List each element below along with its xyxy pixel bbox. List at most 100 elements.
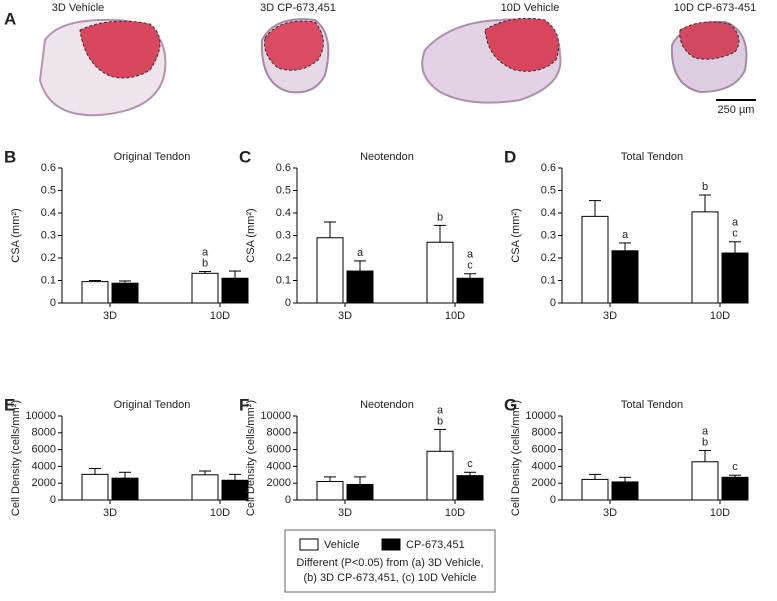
x-tick-label: 10D — [445, 507, 465, 519]
legend-note: (b) 3D CP-673,451, (c) 10D Vehicle — [303, 572, 476, 584]
chart-title: Neotendon — [360, 151, 414, 163]
bar — [611, 481, 639, 501]
y-tick-label: 4000 — [267, 460, 291, 472]
y-tick-label: 2000 — [32, 477, 56, 489]
panel-letter: E — [4, 395, 15, 414]
significance-label: b — [202, 257, 208, 269]
significance-label: b — [702, 436, 708, 448]
y-tick-label: 0.2 — [541, 252, 556, 264]
image-label: 10D CP-673-451 — [674, 2, 757, 14]
bar — [691, 211, 719, 304]
y-tick-label: 0.5 — [41, 184, 56, 196]
y-tick-label: 10000 — [260, 410, 291, 422]
significance-label: b — [437, 211, 443, 223]
significance-label: c — [732, 228, 738, 240]
y-tick-label: 0.3 — [541, 229, 556, 241]
y-tick-label: 0.3 — [41, 229, 56, 241]
y-tick-label: 0.2 — [276, 252, 291, 264]
significance-label: a — [702, 425, 709, 437]
y-axis-label: CSA (mm²) — [510, 208, 522, 262]
bar — [221, 479, 249, 501]
bar — [316, 481, 344, 501]
scale-bar-label: 250 µm — [718, 104, 755, 116]
y-tick-label: 0.4 — [41, 207, 56, 219]
y-axis-label: Cell Density (cells/mm²) — [10, 400, 22, 516]
image-label: 3D Vehicle — [52, 2, 105, 14]
legend-swatch — [299, 538, 319, 551]
bar — [346, 483, 374, 501]
bar — [346, 270, 374, 304]
bar — [611, 250, 639, 304]
bar — [456, 277, 484, 304]
significance-label: c — [467, 260, 473, 272]
significance-label: a — [437, 404, 444, 416]
x-tick-label: 10D — [710, 507, 730, 519]
significance-label: b — [437, 415, 443, 427]
significance-label: a — [622, 229, 629, 241]
bar — [691, 461, 719, 501]
y-tick-label: 0.5 — [541, 184, 556, 196]
y-axis-label: CSA (mm²) — [245, 208, 257, 262]
y-tick-label: 0 — [50, 297, 56, 309]
chart-title: Original Tendon — [114, 151, 191, 163]
chart-title: Total Tendon — [621, 399, 683, 411]
bar — [111, 477, 139, 501]
chart-title: Neotendon — [360, 399, 414, 411]
image-label: 3D CP-673,451 — [260, 2, 336, 14]
y-tick-label: 4000 — [32, 460, 56, 472]
y-tick-label: 0.4 — [541, 207, 556, 219]
bar — [191, 272, 219, 304]
y-axis-label: Cell Density (cells/mm²) — [245, 400, 257, 516]
x-tick-label: 3D — [338, 310, 352, 322]
panel-letter: F — [239, 395, 249, 414]
x-tick-label: 10D — [445, 310, 465, 322]
image-label: 10D Vehicle — [501, 2, 560, 14]
bar — [191, 474, 219, 501]
y-tick-label: 6000 — [532, 444, 556, 456]
panel-letter: B — [4, 147, 16, 166]
significance-label: a — [732, 217, 739, 229]
significance-label: a — [202, 246, 209, 258]
y-tick-label: 6000 — [32, 444, 56, 456]
chart-title: Original Tendon — [114, 399, 191, 411]
y-tick-label: 0.6 — [276, 162, 291, 174]
panel-letter: C — [239, 147, 251, 166]
y-tick-label: 2000 — [267, 477, 291, 489]
y-tick-label: 0.3 — [276, 229, 291, 241]
x-tick-label: 3D — [603, 310, 617, 322]
panel-letter: D — [504, 147, 516, 166]
y-tick-label: 10000 — [525, 410, 556, 422]
legend-note: Different (P<0.05) from (a) 3D Vehicle, — [296, 557, 483, 569]
significance-label: a — [357, 247, 364, 259]
significance-label: c — [732, 461, 738, 473]
y-tick-label: 8000 — [532, 427, 556, 439]
bar — [426, 241, 454, 304]
x-tick-label: 10D — [710, 310, 730, 322]
y-axis-label: CSA (mm²) — [10, 208, 22, 262]
significance-label: a — [467, 249, 474, 261]
x-tick-label: 10D — [210, 310, 230, 322]
y-tick-label: 0.2 — [41, 252, 56, 264]
y-tick-label: 0.1 — [276, 274, 291, 286]
legend-label: Vehicle — [324, 539, 359, 551]
y-tick-label: 0 — [285, 297, 291, 309]
legend-swatch — [381, 538, 401, 551]
x-tick-label: 3D — [103, 507, 117, 519]
y-tick-label: 0.6 — [41, 162, 56, 174]
y-tick-label: 8000 — [267, 427, 291, 439]
y-tick-label: 0.4 — [276, 207, 291, 219]
y-axis-label: Cell Density (cells/mm²) — [510, 400, 522, 516]
bar — [111, 282, 139, 304]
significance-label: c — [467, 458, 473, 470]
bar — [81, 473, 109, 501]
y-tick-label: 0.5 — [276, 184, 291, 196]
chart-title: Total Tendon — [621, 151, 683, 163]
bar — [221, 277, 249, 304]
y-tick-label: 0 — [550, 297, 556, 309]
bar — [721, 252, 749, 304]
y-tick-label: 0.1 — [541, 274, 556, 286]
y-tick-label: 10000 — [25, 410, 56, 422]
panel-letter: A — [4, 9, 16, 28]
y-tick-label: 4000 — [532, 460, 556, 472]
